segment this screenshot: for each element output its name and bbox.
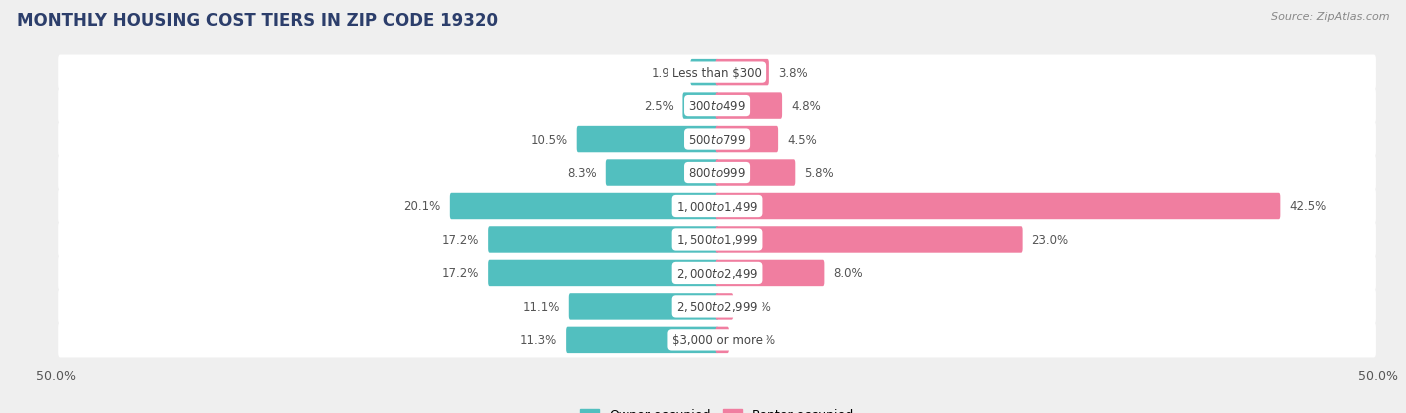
FancyBboxPatch shape	[716, 227, 1022, 253]
Text: 4.8%: 4.8%	[792, 100, 821, 113]
FancyBboxPatch shape	[58, 156, 1376, 191]
Text: $1,000 to $1,499: $1,000 to $1,499	[676, 199, 758, 214]
Text: 1.9%: 1.9%	[651, 66, 682, 79]
Text: 3.8%: 3.8%	[778, 66, 807, 79]
Text: $800 to $999: $800 to $999	[688, 166, 747, 180]
FancyBboxPatch shape	[58, 323, 1376, 358]
Text: $2,000 to $2,499: $2,000 to $2,499	[676, 266, 758, 280]
Text: $3,000 or more: $3,000 or more	[672, 334, 762, 347]
Text: 20.1%: 20.1%	[404, 200, 441, 213]
FancyBboxPatch shape	[58, 289, 1376, 324]
FancyBboxPatch shape	[488, 227, 718, 253]
Text: 4.5%: 4.5%	[787, 133, 817, 146]
Text: 11.3%: 11.3%	[520, 334, 557, 347]
FancyBboxPatch shape	[716, 327, 728, 353]
Legend: Owner-occupied, Renter-occupied: Owner-occupied, Renter-occupied	[575, 404, 859, 413]
FancyBboxPatch shape	[58, 122, 1376, 157]
FancyBboxPatch shape	[58, 256, 1376, 291]
FancyBboxPatch shape	[690, 60, 718, 86]
FancyBboxPatch shape	[58, 89, 1376, 124]
Text: 8.0%: 8.0%	[834, 267, 863, 280]
Text: $300 to $499: $300 to $499	[688, 100, 747, 113]
FancyBboxPatch shape	[567, 327, 718, 353]
Text: 10.5%: 10.5%	[530, 133, 568, 146]
Text: MONTHLY HOUSING COST TIERS IN ZIP CODE 19320: MONTHLY HOUSING COST TIERS IN ZIP CODE 1…	[17, 12, 498, 30]
Text: Less than $300: Less than $300	[672, 66, 762, 79]
Text: 5.8%: 5.8%	[804, 166, 834, 180]
FancyBboxPatch shape	[716, 93, 782, 119]
FancyBboxPatch shape	[716, 294, 733, 320]
Text: $1,500 to $1,999: $1,500 to $1,999	[676, 233, 758, 247]
FancyBboxPatch shape	[450, 193, 718, 220]
Text: 2.5%: 2.5%	[644, 100, 673, 113]
FancyBboxPatch shape	[606, 160, 718, 186]
Text: 42.5%: 42.5%	[1289, 200, 1327, 213]
FancyBboxPatch shape	[576, 126, 718, 153]
FancyBboxPatch shape	[716, 193, 1281, 220]
FancyBboxPatch shape	[58, 222, 1376, 257]
Text: 8.3%: 8.3%	[567, 166, 596, 180]
Text: Source: ZipAtlas.com: Source: ZipAtlas.com	[1271, 12, 1389, 22]
FancyBboxPatch shape	[716, 60, 769, 86]
FancyBboxPatch shape	[716, 260, 824, 287]
Text: 1.1%: 1.1%	[742, 300, 772, 313]
Text: $500 to $799: $500 to $799	[688, 133, 747, 146]
FancyBboxPatch shape	[58, 189, 1376, 224]
Text: $2,500 to $2,999: $2,500 to $2,999	[676, 300, 758, 313]
FancyBboxPatch shape	[569, 294, 718, 320]
Text: 23.0%: 23.0%	[1032, 233, 1069, 247]
Text: 17.2%: 17.2%	[441, 267, 479, 280]
FancyBboxPatch shape	[682, 93, 718, 119]
Text: 17.2%: 17.2%	[441, 233, 479, 247]
FancyBboxPatch shape	[716, 126, 778, 153]
FancyBboxPatch shape	[58, 55, 1376, 90]
Text: 11.1%: 11.1%	[523, 300, 560, 313]
Text: 0.78%: 0.78%	[738, 334, 775, 347]
FancyBboxPatch shape	[488, 260, 718, 287]
FancyBboxPatch shape	[716, 160, 796, 186]
